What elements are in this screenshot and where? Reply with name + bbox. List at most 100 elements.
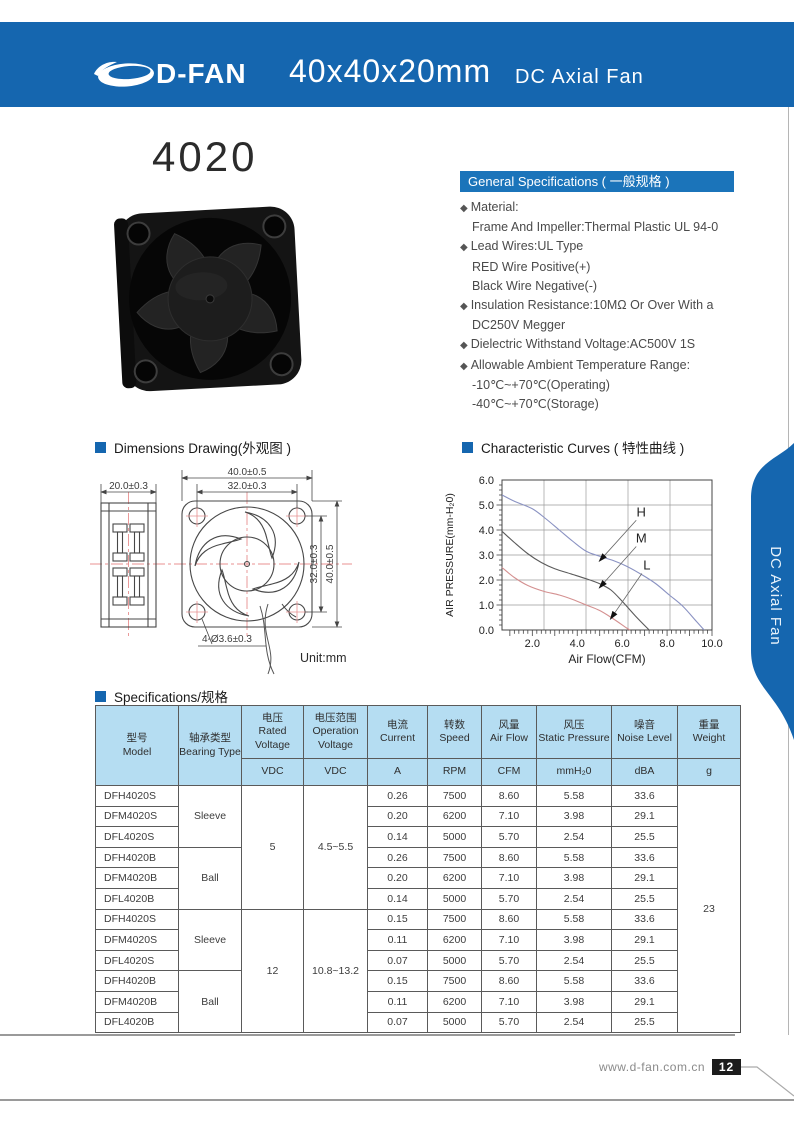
table-row: DFH4020S Sleeve 12 10.8~13.2 0.15 7500 8.60 5.5… [95, 908, 741, 1034]
table-cell: 5000 [427, 949, 482, 972]
general-specs-list: ◆ Material: Frame And Impeller:Thermal Pla… [460, 198, 760, 414]
characteristic-curves-chart: 0.0 1.0 2.0 3.0 4.0 5.0 6.0 2.0 4.0 6.0 8.0 10.0 Air… [444, 475, 723, 666]
unit-label: Unit:mm [300, 651, 347, 665]
table-cell: 8.60 [481, 970, 537, 992]
dimensions-heading-label: Dimensions Drawing(外观图 ) [114, 441, 292, 456]
table-cell: 5.70 [481, 887, 537, 910]
general-specs-heading: General Specifications ( 一般规格 ) [460, 171, 734, 192]
centerlines [90, 492, 352, 638]
table-cell: 25.5 [611, 826, 678, 848]
table-cell: 5.58 [536, 908, 612, 931]
col-unit: A [367, 758, 428, 786]
spec-item: ◆ Dielectric Withstand Voltage:AC500V 1S [460, 337, 696, 352]
annotation-line [602, 519, 637, 558]
table-cell: DFM4020S [95, 805, 179, 828]
table-cell: 0.15 [367, 970, 428, 992]
col-unit: RPM [427, 758, 482, 786]
curve-label-M: M [636, 531, 647, 546]
dimensions-heading: Dimensions Drawing(外观图 ) [95, 437, 291, 457]
annotation-arrow [598, 580, 607, 589]
col-header: 型号 Model [95, 705, 179, 786]
table-cell: 12 [241, 908, 304, 1034]
spec-item: Frame And Impeller:Thermal Plastic UL 94… [472, 220, 719, 235]
curve-L [501, 567, 631, 631]
table-cell: DFL4020B [95, 887, 179, 910]
dim-holes-note: 4-Ø3.6±0.3 [202, 634, 252, 645]
table-cell: 0.07 [367, 1011, 428, 1034]
annotation-line [602, 546, 637, 585]
ytick-label: 6.0 [479, 475, 494, 487]
table-cell: 7500 [427, 785, 482, 807]
col-header: 转数 Speed [427, 705, 482, 759]
xtick-label: 2.0 [525, 638, 540, 650]
col-unit: g [677, 758, 741, 786]
table-cell: 7.10 [481, 929, 537, 951]
table-cell: 33.6 [611, 785, 678, 807]
table-cell: 7500 [427, 908, 482, 931]
xtick-label: 4.0 [570, 638, 585, 650]
col-unit: VDC [303, 758, 368, 786]
col-unit: dBA [611, 758, 678, 786]
table-cell: 5.70 [481, 949, 537, 972]
side-view [100, 502, 157, 628]
y-axis-label: AIR PRESSURE(mm-H₂0) [444, 493, 456, 617]
table-cell: DFH4020S [95, 908, 179, 931]
dim-outer-width: 40.0±0.5 [228, 467, 267, 478]
page-title-size: 40x40x20mm [289, 53, 492, 89]
blue-square-icon [95, 691, 106, 702]
table-cell: DFH4020B [95, 846, 179, 869]
table-row: DFL4020B 0.14 5000 5.70 2.54 25.5 [95, 887, 741, 910]
dim-hole-pitch-v: 32.0±0.3 [309, 544, 320, 583]
table-cell: 0.15 [367, 908, 428, 931]
table-cell: 7.10 [481, 805, 537, 828]
table-cell: DFL4020S [95, 826, 179, 848]
col-header: 噪音 Noise Level [611, 705, 678, 759]
spec-item: RED Wire Positive(+) [472, 259, 591, 274]
table-cell: 0.26 [367, 785, 428, 807]
table-cell: 7.10 [481, 990, 537, 1013]
table-cell: 6200 [427, 867, 482, 889]
col-header: 重量 Weight [677, 705, 741, 759]
diamond-bullet-icon: ◆ [460, 340, 468, 352]
table-cell: 3.98 [536, 867, 612, 889]
table-cell: Sleeve [178, 785, 242, 848]
table-cell: 29.1 [611, 929, 678, 951]
table-cell: DFM4020S [95, 929, 179, 951]
table-row: DFL4020S 0.07 5000 5.70 2.54 25.5 [95, 949, 741, 972]
table-cell: 6200 [427, 929, 482, 951]
annotation-line [612, 573, 643, 616]
page-number-badge: 12 [712, 1059, 741, 1075]
table-cell: 0.14 [367, 826, 428, 848]
xtick-label: 8.0 [659, 638, 674, 650]
table-cell: 29.1 [611, 805, 678, 828]
table-cell: 3.98 [536, 805, 612, 828]
diamond-bullet-icon: ◆ [460, 203, 468, 214]
table-cell: DFM4020B [95, 990, 179, 1013]
table-row: DFL4020B 0.07 5000 5.70 2.54 25.5 [95, 1011, 741, 1034]
table-cell: 8.60 [481, 785, 537, 807]
table-row: DFH4020S Sleeve 5 4.5~5.5 0.26 7500 8.60 5.58 33… [95, 784, 741, 1034]
specifications-heading: Specifications/规格 [95, 686, 228, 706]
curve-H [501, 494, 705, 631]
table-row: DFM4020B 0.20 6200 7.10 3.98 29.1 [95, 867, 741, 889]
diamond-bullet-icon: ◆ [460, 242, 468, 254]
dimension-labels: 20.0±0.3 40.0±0.5 32.0±0.3 32.0±0.3 40.0… [109, 467, 346, 665]
model-number-title: 4020 [152, 133, 258, 180]
annotation-arrow [609, 610, 618, 620]
table-cell: Sleeve [178, 908, 242, 972]
col-header: 电压范围 Operation Voltage [303, 705, 368, 759]
specifications-table: 型号 Model 轴承类型 Bearing Type 电压 Rated Voltage 电压… [95, 705, 741, 1034]
table-cell: 0.11 [367, 990, 428, 1013]
spec-item: -40℃~+70℃(Storage) [472, 397, 599, 412]
table-cell: 25.5 [611, 887, 678, 910]
footer-corner-line [741, 1066, 794, 1097]
table-cell: 10.8~13.2 [303, 908, 368, 1034]
curve-label-H: H [637, 504, 646, 519]
ytick-label: 5.0 [479, 500, 494, 512]
table-cell: DFH4020B [95, 970, 179, 992]
table-cell: 23 [677, 784, 741, 1034]
dim-hole-pitch: 32.0±0.3 [228, 481, 267, 492]
blue-square-icon [462, 442, 473, 453]
col-unit: VDC [241, 758, 304, 786]
spec-item: Black Wire Negative(-) [472, 278, 598, 293]
